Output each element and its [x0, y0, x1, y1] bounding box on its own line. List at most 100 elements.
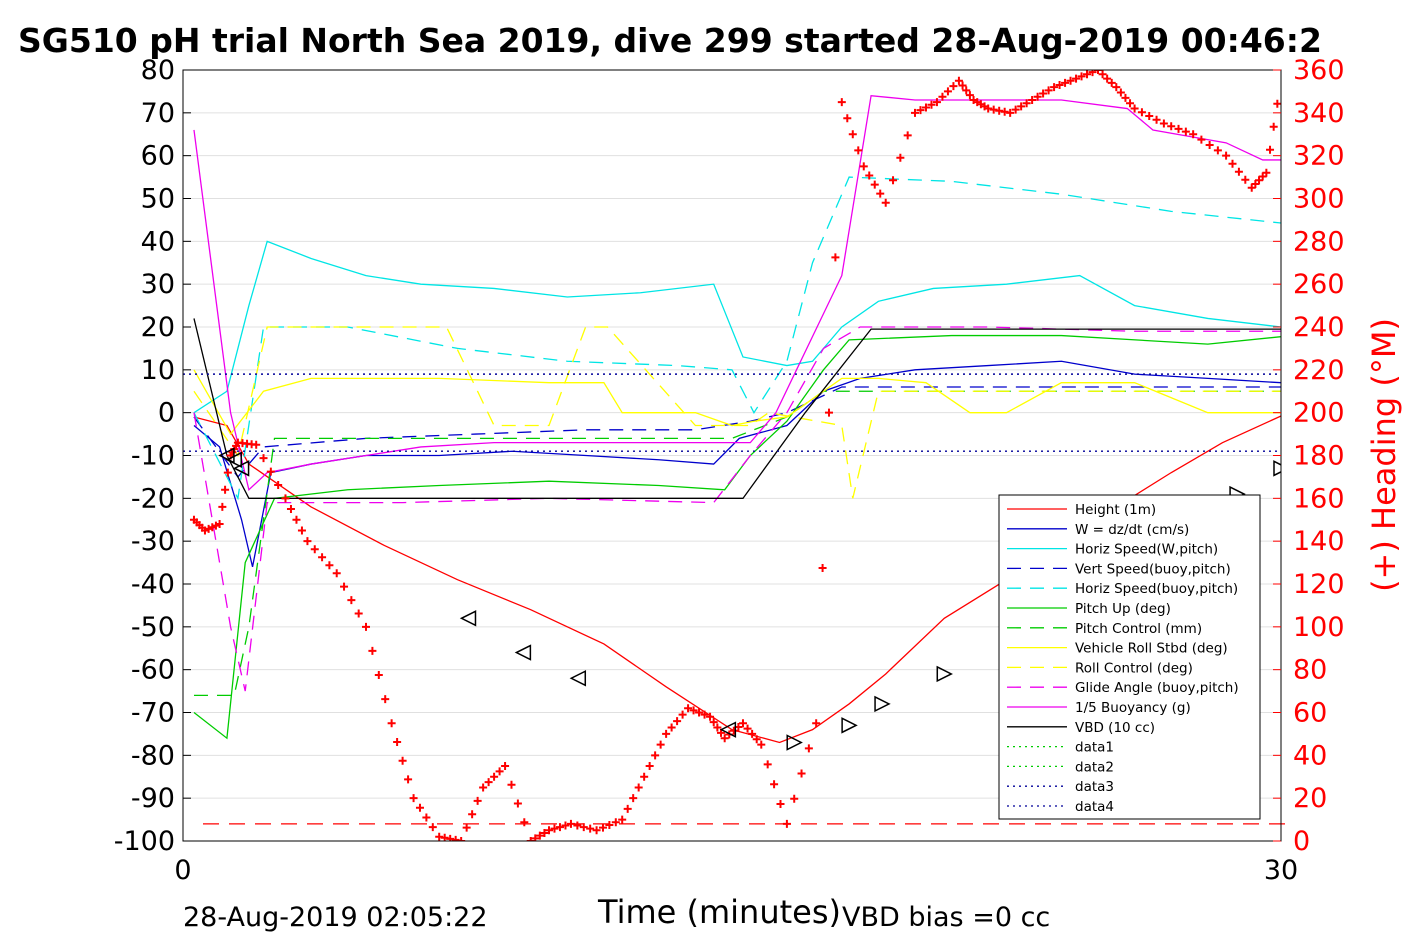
- heading-point-23: [274, 480, 283, 489]
- heading-point-116: [812, 719, 821, 728]
- series-line-3: [193, 386, 1281, 478]
- heading-point-76: [592, 826, 601, 835]
- left-tick-label-10: -20: [131, 483, 175, 514]
- heading-point-30: [318, 553, 327, 562]
- heading-point-43: [404, 775, 413, 784]
- right-tick-label-0: 360: [1293, 55, 1345, 86]
- heading-point-150: [995, 106, 1004, 115]
- height-marker-2: [232, 460, 250, 477]
- y-axis-left-ticks: 80 70 60 50 40 30 20 10 0 -10 -20 -30 -40 -50 -60 -70 -8…: [114, 55, 191, 857]
- heading-point-188: [1222, 151, 1231, 160]
- heading-point-50: [446, 834, 455, 841]
- heading-point-199: [1273, 99, 1281, 108]
- heading-point-51: [451, 835, 460, 841]
- heading-point-163: [1066, 76, 1075, 85]
- heading-point-45: [415, 803, 424, 812]
- height-marker-9: [874, 695, 891, 713]
- heading-point-137: [938, 92, 947, 101]
- legend-label-1: W = dz/dt (cm/s): [1075, 522, 1189, 538]
- heading-point-122: [848, 130, 857, 139]
- right-tick-label-5: 260: [1293, 269, 1345, 300]
- right-tick-label-4: 280: [1293, 226, 1345, 257]
- heading-point-78: [605, 820, 614, 829]
- heading-point-39: [381, 695, 390, 704]
- heading-point-105: [743, 724, 752, 733]
- heading-point-36: [362, 622, 370, 631]
- right-tick-label-2: 320: [1293, 141, 1345, 172]
- series-line-7: [193, 369, 1281, 436]
- heading-point-110: [770, 780, 779, 789]
- heading-point-46: [422, 813, 431, 822]
- right-tick-label-17: 20: [1293, 783, 1327, 814]
- heading-markers: [189, 70, 1281, 841]
- heading-point-129: [889, 176, 898, 185]
- series-line-8: [193, 326, 1281, 499]
- heading-point-165: [1077, 72, 1086, 81]
- height-marker-4: [514, 644, 532, 661]
- left-tick-label-4: 40: [141, 226, 175, 257]
- legend-label-2: Horiz Speed(W,pitch): [1075, 542, 1218, 558]
- heading-point-178: [1145, 112, 1154, 121]
- heading-point-63: [520, 818, 529, 827]
- heading-point-185: [1197, 135, 1206, 144]
- heading-point-11: [223, 468, 232, 477]
- heading-point-41: [393, 737, 402, 746]
- heading-point-33: [340, 582, 349, 591]
- heading-point-55: [473, 796, 482, 805]
- heading-point-141: [958, 81, 967, 90]
- heading-point-156: [1028, 95, 1037, 104]
- legend-label-6: Pitch Control (mm): [1075, 621, 1202, 637]
- right-tick-label-1: 340: [1293, 98, 1345, 129]
- legend-label-13: data2: [1075, 759, 1114, 775]
- heading-point-56: [479, 783, 488, 792]
- x-tick-label-1: 30: [1264, 855, 1298, 886]
- heading-point-66: [535, 831, 544, 840]
- heading-point-198: [1269, 122, 1278, 131]
- legend-label-10: 1/5 Buoyancy (g): [1075, 700, 1191, 716]
- heading-point-22: [266, 467, 275, 476]
- heading-point-175: [1126, 99, 1135, 108]
- heading-point-189: [1228, 159, 1237, 168]
- heading-point-115: [804, 744, 813, 753]
- heading-point-173: [1116, 88, 1125, 97]
- heading-point-24: [281, 494, 290, 503]
- heading-point-79: [611, 818, 620, 827]
- heading-point-92: [684, 704, 693, 713]
- heading-point-10: [221, 485, 230, 494]
- left-tick-label-12: -40: [131, 569, 175, 600]
- series-lines: [183, 94, 1281, 744]
- heading-point-98: [713, 723, 722, 732]
- heading-point-20: [252, 440, 261, 449]
- heading-point-74: [579, 823, 588, 832]
- left-tick-label-11: -30: [131, 526, 175, 557]
- heading-point-179: [1152, 115, 1161, 124]
- heading-point-64: [526, 837, 535, 841]
- x-axis-ticks: 0 30: [174, 833, 1298, 886]
- heading-point-125: [865, 171, 874, 180]
- x-tick-label-0: 0: [174, 855, 191, 886]
- heading-point-153: [1011, 105, 1020, 114]
- heading-point-58: [490, 772, 499, 781]
- footer-timestamp: 28-Aug-2019 02:05:22: [183, 902, 488, 933]
- right-tick-label-6: 240: [1293, 312, 1345, 343]
- right-tick-label-18: 0: [1293, 826, 1310, 857]
- legend-label-15: data4: [1075, 799, 1114, 815]
- legend-label-14: data3: [1075, 779, 1114, 795]
- heading-point-132: [911, 108, 919, 117]
- series-line-11: [193, 318, 1281, 499]
- height-marker-6: [719, 721, 737, 738]
- heading-point-57: [484, 778, 493, 787]
- heading-point-138: [943, 87, 952, 96]
- left-tick-label-5: 30: [141, 269, 175, 300]
- heading-point-37: [368, 646, 377, 655]
- heading-point-88: [662, 729, 671, 738]
- heading-point-142: [962, 86, 971, 95]
- series-line-5: [193, 334, 1281, 740]
- heading-point-197: [1266, 145, 1275, 154]
- left-tick-label-9: -10: [131, 441, 175, 472]
- right-tick-label-3: 300: [1293, 184, 1345, 215]
- height-marker-16: [1273, 460, 1281, 477]
- chart-title: SG510 pH trial North Sea 2019, dive 299 …: [18, 21, 1322, 60]
- heading-point-97: [709, 718, 718, 727]
- heading-point-148: [984, 104, 993, 113]
